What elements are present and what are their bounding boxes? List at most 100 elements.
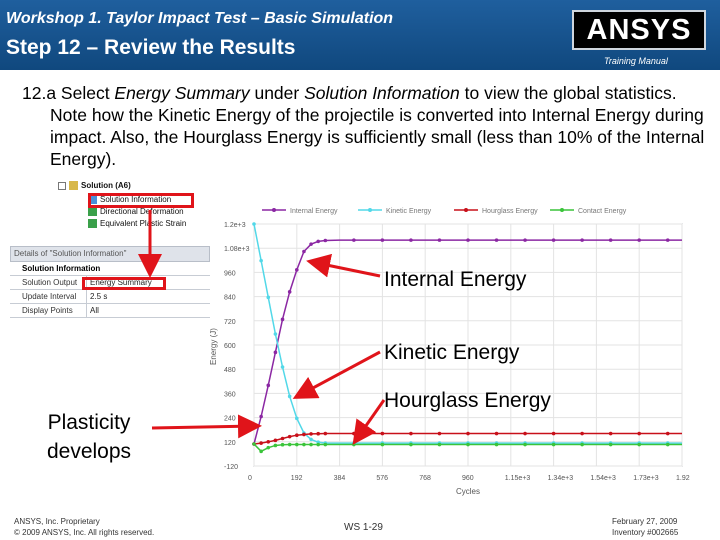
data-point [280,436,285,441]
data-point [252,442,256,446]
y-tick-label: 960 [224,270,236,277]
footer-proprietary: ANSYS, Inc. Proprietary [14,517,100,526]
y-tick-label: 720 [224,319,236,326]
data-point [273,443,278,448]
tree-item-solution[interactable]: Solution (A6) [58,180,131,192]
callout-internal-energy: Internal Energy [384,268,527,291]
data-point [287,394,292,399]
details-row[interactable]: Display Points All [10,304,210,318]
footer-right: February 27, 2009 Inventory #002665 [612,516,678,538]
data-point [551,431,556,436]
data-point [352,442,356,447]
outline-tree: Solution (A6) Solution Information Direc… [56,178,216,230]
data-point [266,383,271,388]
data-point [494,442,499,447]
data-point [302,442,306,447]
details-row[interactable]: Update Interval 2.5 s [10,290,210,304]
data-point [580,442,584,447]
x-tick-label: 192 [291,475,303,482]
update-interval-field[interactable]: 2.5 s [90,292,108,301]
data-point [437,442,442,447]
data-point [273,438,278,443]
series-line [253,239,682,445]
legend-marker [464,208,468,212]
data-point [580,238,584,242]
tree-label-equivalent-plastic-strain: Equivalent Plastic Strain [100,219,187,228]
data-point [316,442,320,447]
footer-page-number: WS 1-29 [344,522,383,533]
data-point [287,434,292,439]
data-point [273,350,278,355]
data-point [466,431,470,436]
data-point [494,238,499,242]
y-tick-label: -120 [224,464,238,471]
x-tick-label: 1.15e+3 [505,475,531,482]
data-point [273,332,278,336]
footer-left: ANSYS, Inc. Proprietary © 2009 ANSYS, In… [14,516,154,538]
data-point [266,440,271,444]
tree-item-directional-deformation[interactable]: Directional Deformation [88,206,184,218]
x-axis-label: Cycles [456,487,480,496]
tree-collapse-icon[interactable] [58,181,66,190]
series-line [253,223,682,444]
data-point [309,242,313,246]
data-point [259,258,263,263]
tree-item-equivalent-plastic-strain[interactable]: Equivalent Plastic Strain [88,218,186,230]
data-point [295,442,299,447]
details-key: Solution Output [10,276,87,289]
energy-summary-highlight [82,277,166,290]
logo-text: ANSYS [586,14,692,46]
y-tick-label: 600 [224,343,236,350]
callout-plasticity: Plasticity develops [46,411,132,463]
data-point [316,431,320,436]
tree-label-directional-deformation: Directional Deformation [100,207,184,216]
data-point [259,441,263,445]
data-point [259,449,263,454]
details-section-label: Solution Information [10,262,210,276]
details-key: Update Interval [10,290,87,303]
footer-copyright: © 2009 ANSYS, Inc. All rights reserved. [14,528,155,537]
result-icon [88,207,97,217]
tree-item-solution-information[interactable]: Solution Information [88,194,171,206]
data-point [302,249,306,254]
legend-marker [560,208,564,212]
data-point [523,442,527,447]
data-point [309,432,313,436]
data-point [309,437,313,442]
details-key: Display Points [10,304,87,317]
data-point [252,222,256,226]
data-point [380,442,385,447]
data-point [352,431,356,436]
solution-output-select[interactable]: Energy Summary [90,278,152,287]
legend-label: Contact Energy [578,208,627,215]
y-tick-label: 240 [224,416,236,423]
data-point [409,442,413,447]
workshop-title: Workshop 1. Taylor Impact Test – Basic S… [6,10,394,27]
data-point [665,431,670,436]
tree-label-solution-information: Solution Information [100,195,172,204]
data-point [665,442,670,447]
instruction-rest: to view the global statistics. Note how … [50,83,705,169]
data-point [287,290,292,294]
slide-header: Workshop 1. Taylor Impact Test – Basic S… [0,0,720,70]
legend-label: Kinetic Energy [386,208,432,215]
y-tick-label: 120 [224,440,236,447]
details-panel: Details of "Solution Information" Soluti… [10,246,210,318]
x-tick-label: 384 [334,475,346,482]
y-tick-label: 1.2e+3 [224,222,246,229]
details-title: Details of "Solution Information" [10,246,210,262]
data-point [266,445,271,450]
data-point [608,442,613,447]
display-points-field[interactable]: All [90,306,99,315]
x-tick-label: 0 [248,475,252,482]
y-tick-label: 840 [224,295,236,302]
data-point [280,442,285,447]
data-point [466,238,470,242]
x-tick-label: 960 [462,475,474,482]
y-axis-label: Energy (J) [209,328,218,365]
data-point [259,414,263,419]
callout-kinetic-energy: Kinetic Energy [384,341,520,364]
instruction-text: 12.a Select Energy Summary under Solutio… [22,82,712,170]
data-point [323,431,328,436]
data-point [295,416,299,421]
